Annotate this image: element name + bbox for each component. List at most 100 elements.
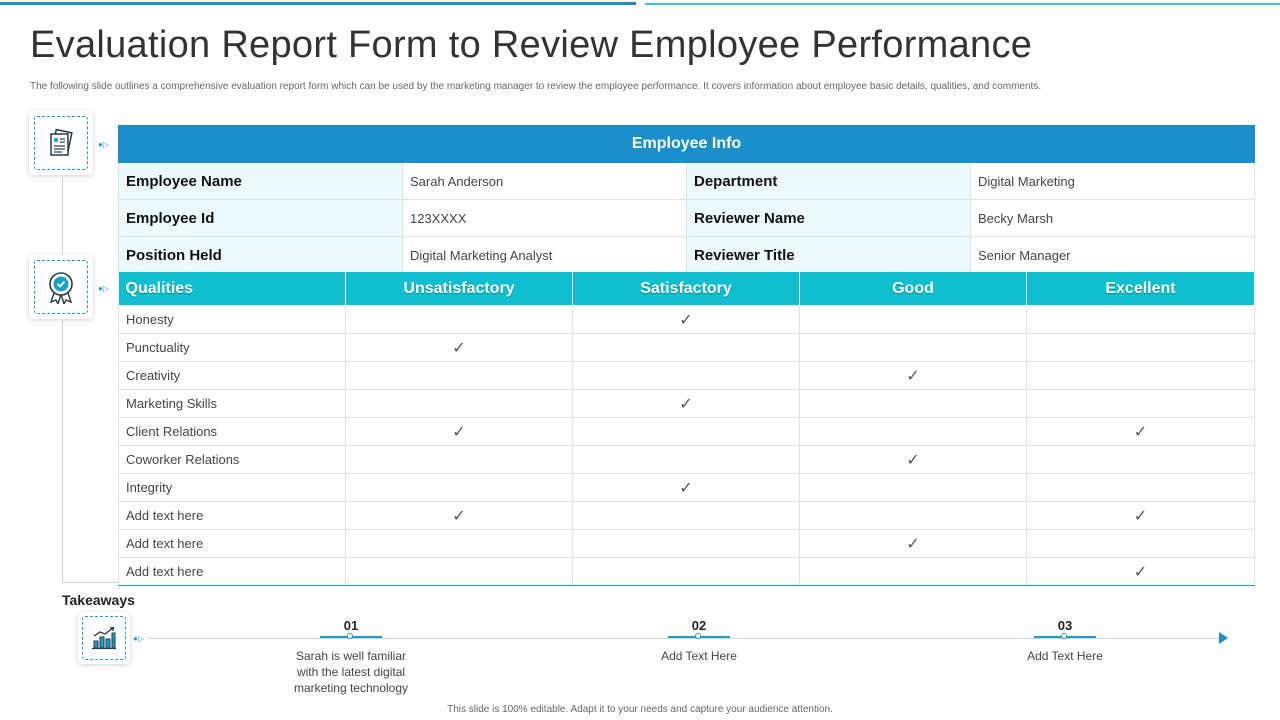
table-row: Add text here ✓ ✓ [118,501,1255,530]
table-row: Client Relations ✓ ✓ [118,417,1255,446]
rating-cell [799,473,1027,502]
takeaway-step: 02 Add Text Here [619,618,779,664]
rating-cell [799,389,1027,418]
page-subtitle: The following slide outlines a comprehen… [30,81,1042,92]
checkmark-icon: ✓ [679,395,693,413]
employee-info-header: Employee Info [117,125,1256,163]
rating-cell [572,529,800,558]
rating-cell [1026,361,1255,390]
checkmark-icon: ✓ [1133,423,1148,441]
connector-marker: ●▷ [98,284,109,293]
rating-cell [572,445,800,474]
quality-name: Client Relations [118,417,346,446]
table-row: Add text here ✓ [118,529,1255,558]
rating-cell [572,501,800,530]
rating-cell [1026,305,1255,334]
qualities-table: Qualities Unsatisfactory Satisfactory Go… [118,272,1255,586]
rating-cell: ✓ [572,389,800,418]
bar-chart-icon [92,626,116,650]
rating-cell [799,333,1027,362]
rating-cell [345,473,573,502]
checkmark-icon: ✓ [906,451,920,469]
bottom-connector-line [62,582,118,583]
rating-cell [345,557,573,586]
column-header-unsatisfactory: Unsatisfactory [345,272,573,306]
field-label: Employee Name [118,162,403,200]
takeaways-label: Takeaways [62,592,135,608]
field-value: Digital Marketing Analyst [402,236,687,274]
table-row: Honesty ✓ [118,305,1255,334]
qualities-header-row: Qualities Unsatisfactory Satisfactory Go… [118,272,1255,306]
checkmark-icon: ✓ [906,535,920,553]
rating-cell: ✓ [345,501,573,530]
rating-cell: ✓ [799,529,1027,558]
takeaways-timeline [148,638,1222,639]
step-marker [668,633,730,639]
field-label: Department [686,162,971,200]
rating-cell [345,305,573,334]
field-label: Position Held [118,236,403,274]
quality-name: Add text here [118,529,346,558]
step-number: 01 [343,618,359,633]
rating-cell [1026,529,1255,558]
takeaway-step: 03 Add Text Here [985,618,1145,664]
field-label: Employee Id [118,199,403,237]
field-value: Digital Marketing [969,162,1256,200]
page-title: Evaluation Report Form to Review Employe… [30,24,1033,66]
rating-cell [345,389,573,418]
rating-cell [1026,333,1255,362]
column-header-good: Good [799,272,1027,306]
takeaway-step: 01 Sarah is well familiar with the lates… [271,618,431,696]
quality-name: Creativity [118,361,346,390]
field-label: Reviewer Name [686,199,971,237]
column-header-satisfactory: Satisfactory [572,272,800,306]
side-connector-line [62,320,63,582]
rating-cell: ✓ [345,333,573,362]
rating-cell [345,529,573,558]
rating-cell [799,557,1027,586]
rating-cell: ✓ [345,417,573,446]
field-label: Reviewer Title [686,236,971,274]
checkmark-icon: ✓ [452,339,466,357]
checkmark-icon: ✓ [906,367,920,385]
checkmark-icon: ✓ [679,311,693,329]
top-accent-bar-right [645,3,1280,5]
field-value: 123XXXX [402,199,687,237]
step-text: Sarah is well familiar with the latest d… [293,649,409,695]
quality-name: Add text here [118,557,346,586]
quality-name: Integrity [118,473,346,502]
rating-cell [1026,473,1255,502]
table-row: Coworker Relations ✓ [118,445,1255,474]
table-row: Add text here ✓ [118,557,1255,586]
rating-cell [1026,445,1255,474]
table-row: Position Held Digital Marketing Analyst … [118,236,1256,274]
rating-cell: ✓ [572,305,800,334]
rating-cell [345,445,573,474]
quality-name: Coworker Relations [118,445,346,474]
table-row: Creativity ✓ [118,361,1255,390]
quality-name: Marketing Skills [118,389,346,418]
chart-icon-box [78,612,130,664]
checkmark-icon: ✓ [679,479,693,497]
field-value: Sarah Anderson [402,162,687,200]
rating-cell: ✓ [572,473,800,502]
checkmark-icon: ✓ [452,507,466,525]
rating-cell: ✓ [1026,417,1255,446]
connector-marker: ●▷ [98,140,109,149]
step-number: 02 [691,618,707,633]
step-text: Add Text Here [661,649,737,663]
table-row: Marketing Skills ✓ [118,389,1255,418]
step-marker [320,633,382,639]
step-marker [1034,633,1096,639]
rating-cell: ✓ [1026,557,1255,586]
checkmark-icon: ✓ [452,423,466,441]
quality-name: Honesty [118,305,346,334]
field-value: Senior Manager [969,236,1256,274]
rating-cell [572,417,800,446]
rating-cell [799,417,1027,446]
table-row: Integrity ✓ [118,473,1255,502]
quality-name: Add text here [118,501,346,530]
column-header-excellent: Excellent [1026,272,1255,306]
step-number: 03 [1057,618,1073,633]
rating-cell [572,333,800,362]
